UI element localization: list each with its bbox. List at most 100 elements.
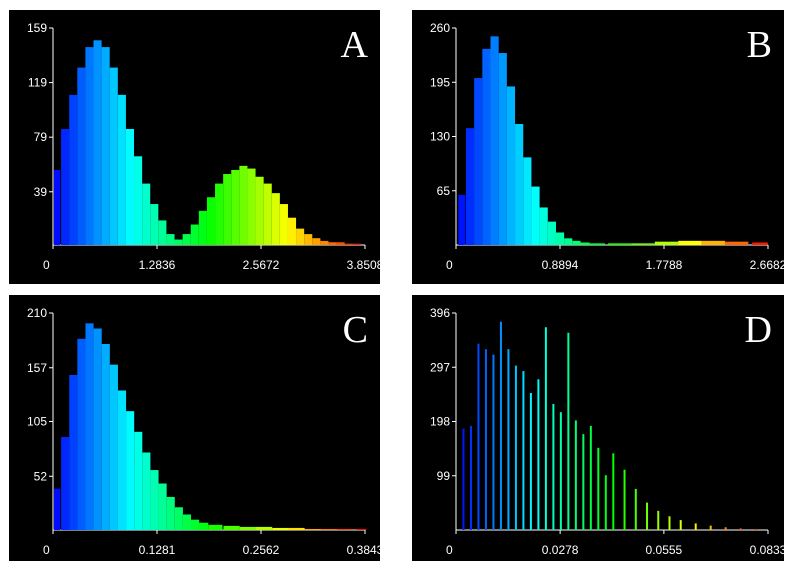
histogram-bar (85, 47, 94, 245)
histogram-bar (579, 242, 590, 245)
histogram-bar (694, 523, 697, 530)
histogram-panel-d: 396 297 198 99 0 0.0278 0.0555 0.0833 D (412, 295, 784, 561)
y-tick-label: 157 (27, 361, 47, 375)
histogram-bar (223, 525, 240, 530)
histogram-bar (296, 228, 305, 245)
y-tick-label: 105 (27, 415, 47, 429)
histogram-bar (490, 36, 499, 245)
histogram-bar (612, 453, 615, 530)
panel-label-d: D (744, 309, 772, 351)
x-tick-label: 0.0278 (542, 543, 579, 557)
y-tick-label: 210 (27, 306, 47, 320)
histogram-bar (531, 186, 540, 245)
y-tick-label: 198 (430, 415, 450, 429)
histogram-bar (555, 232, 565, 245)
histogram-bar (77, 338, 86, 530)
histogram-bar (255, 526, 273, 530)
histogram-bar (223, 174, 232, 245)
histogram-bar (263, 183, 272, 245)
histogram-bar (506, 86, 516, 245)
histogram-bar (657, 510, 660, 530)
histogram-bar (142, 183, 151, 245)
histogram-bar (498, 53, 507, 246)
x-tick-label: 0.3843 (347, 543, 380, 557)
histogram-bar (608, 243, 632, 245)
histogram-bar (77, 67, 86, 245)
histogram-bar (465, 128, 475, 245)
x-tick-label: 0.0555 (646, 543, 683, 557)
histogram-bar (482, 48, 491, 245)
histogram-bar (537, 379, 540, 530)
histogram-bar (646, 502, 649, 530)
panel-label-c: C (342, 309, 368, 351)
histogram-bar (109, 67, 118, 245)
histogram-bar (271, 193, 280, 245)
histogram-bar (239, 526, 256, 530)
panel-label-b: B (746, 24, 772, 66)
histogram-bar (552, 403, 555, 530)
histogram-bar (304, 234, 313, 245)
x-tick-label: 0.1281 (139, 543, 176, 557)
histogram-bar (515, 123, 524, 245)
histogram-bar (134, 156, 143, 245)
histogram-panel-a: 159 119 79 39 0 1.2836 2.5672 3.8508 A (9, 10, 380, 284)
histogram-bar (142, 452, 151, 530)
x-tick-label: 3.8508 (347, 258, 380, 272)
histogram-bar (754, 528, 757, 530)
histogram-bar (522, 371, 525, 530)
histogram-bar (208, 524, 223, 530)
histogram-bar (631, 243, 655, 245)
histogram-c-plot: 210 157 105 52 0 0.1281 0.2562 0.3843 (27, 306, 380, 557)
histogram-bar (304, 528, 321, 530)
x-tick-label: 0 (446, 543, 453, 557)
histogram-bar (678, 240, 702, 245)
y-tick-label: 159 (27, 21, 47, 35)
histogram-bar (231, 169, 240, 245)
x-tick-label: 1.7788 (646, 258, 683, 272)
histogram-bar (101, 47, 110, 245)
histogram-bar (529, 393, 532, 530)
y-tick-label: 39 (34, 185, 48, 199)
histogram-bar (109, 364, 118, 530)
histogram-bar (544, 327, 547, 530)
histogram-bar (93, 40, 102, 245)
histogram-bar (564, 238, 573, 245)
histogram-bar (582, 434, 585, 530)
histogram-panel-c: 210 157 105 52 0 0.1281 0.2562 0.3843 C (9, 295, 380, 561)
x-tick-label: 0 (43, 543, 50, 557)
y-tick-label: 79 (34, 130, 48, 144)
histogram-bar (247, 168, 256, 245)
x-tick-label: 1.2836 (139, 258, 176, 272)
histogram-bar (198, 522, 209, 530)
histogram-bar (288, 527, 305, 530)
histogram-b-plot: 260 195 130 65 0 0.8894 1.7788 2.6682 (430, 21, 784, 272)
histogram-bar (539, 207, 548, 245)
histogram-bar (336, 242, 345, 245)
histogram-bar (668, 516, 671, 530)
x-tick-label: 2.5672 (243, 258, 280, 272)
histogram-bar (709, 525, 712, 530)
histogram-bar (166, 496, 175, 530)
x-tick-label: 0 (43, 258, 50, 272)
histogram-bar (320, 528, 338, 530)
histogram-bar (507, 349, 510, 530)
histogram-bar (344, 243, 353, 245)
y-tick-label: 119 (28, 76, 47, 90)
y-tick-label: 130 (430, 130, 450, 144)
histogram-bar (174, 507, 183, 530)
histogram-bar (125, 128, 135, 245)
histogram-bar (701, 240, 725, 245)
histogram-bar (239, 165, 248, 245)
histogram-bar (337, 528, 354, 530)
x-tick-label: 0 (446, 258, 453, 272)
histogram-bar (484, 349, 487, 530)
histogram-bar (182, 514, 192, 530)
histogram-bar (61, 437, 70, 530)
histogram-bar (215, 183, 224, 245)
histogram-bar (752, 242, 768, 245)
x-tick-label: 0.0833 (750, 543, 784, 557)
y-tick-label: 297 (430, 360, 450, 374)
histogram-bar (634, 488, 637, 530)
histogram-bar (458, 194, 466, 245)
histogram-bar (54, 488, 61, 530)
